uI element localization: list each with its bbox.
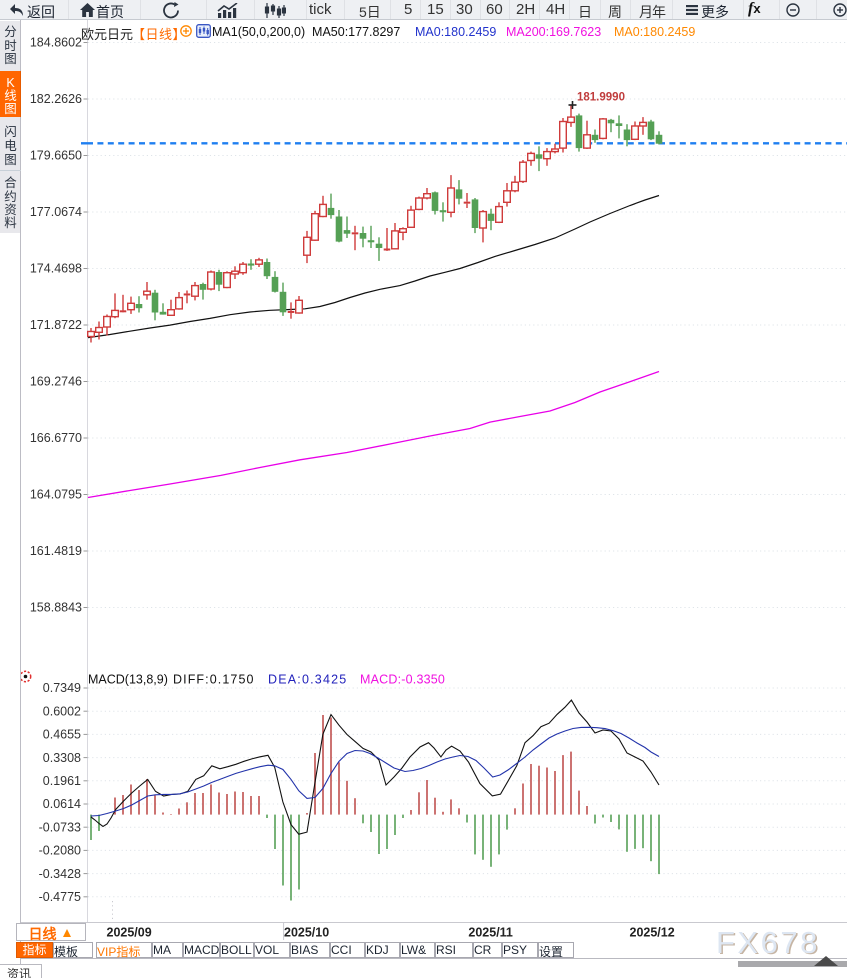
- svg-text:182.2626: 182.2626: [30, 92, 82, 106]
- svg-text:174.4698: 174.4698: [30, 262, 82, 276]
- svg-text:181.9990: 181.9990: [577, 92, 625, 104]
- svg-text:0.4655: 0.4655: [43, 728, 81, 742]
- svg-text:161.4819: 161.4819: [30, 544, 82, 558]
- svg-text:158.8843: 158.8843: [30, 601, 82, 615]
- svg-text:0.3308: 0.3308: [43, 751, 81, 765]
- svg-text:2025/09: 2025/09: [107, 926, 152, 940]
- svg-text:2025/10: 2025/10: [284, 926, 329, 940]
- svg-text:0.6002: 0.6002: [43, 704, 81, 718]
- svg-text:2025/11: 2025/11: [468, 926, 513, 940]
- svg-text:2025/12: 2025/12: [630, 926, 675, 940]
- svg-text:169.2746: 169.2746: [30, 375, 82, 389]
- svg-text:-0.3428: -0.3428: [39, 867, 81, 881]
- svg-text:MACD(13,8,9): MACD(13,8,9): [88, 673, 168, 687]
- svg-text:0.7349: 0.7349: [43, 681, 81, 695]
- svg-text:177.0674: 177.0674: [30, 205, 82, 219]
- svg-text:0.0614: 0.0614: [43, 797, 81, 811]
- svg-text:-0.2080: -0.2080: [39, 844, 81, 858]
- svg-text:184.8602: 184.8602: [30, 36, 82, 50]
- svg-text:164.0795: 164.0795: [30, 488, 82, 502]
- svg-text:MACD:-0.3350: MACD:-0.3350: [360, 673, 445, 687]
- svg-text:179.6650: 179.6650: [30, 149, 82, 163]
- svg-text:DEA:0.3425: DEA:0.3425: [268, 673, 347, 687]
- svg-text:DIFF:0.1750: DIFF:0.1750: [173, 673, 255, 687]
- svg-text:171.8722: 171.8722: [30, 318, 82, 332]
- svg-text:166.6770: 166.6770: [30, 431, 82, 445]
- svg-text:-0.0733: -0.0733: [39, 820, 81, 834]
- svg-text:0.1961: 0.1961: [43, 774, 81, 788]
- svg-text:-0.4775: -0.4775: [39, 890, 81, 904]
